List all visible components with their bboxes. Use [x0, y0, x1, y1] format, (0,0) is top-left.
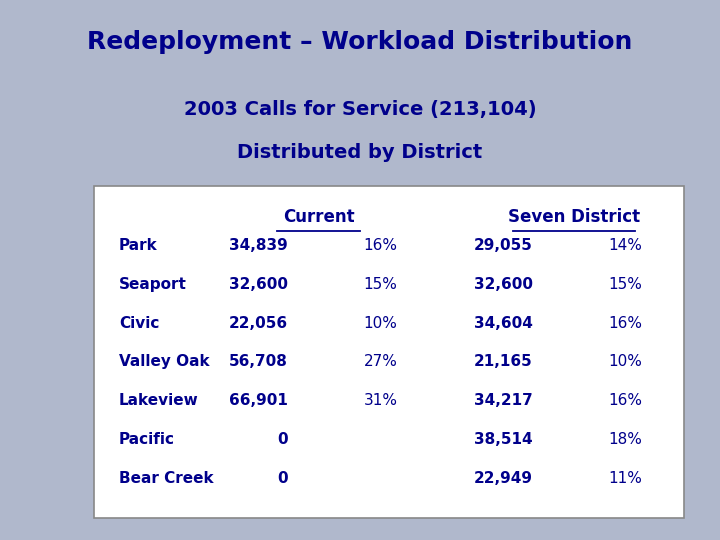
Text: 34,217: 34,217: [474, 394, 533, 408]
Text: 10%: 10%: [364, 315, 397, 330]
Text: 38,514: 38,514: [474, 433, 533, 447]
FancyBboxPatch shape: [94, 186, 684, 518]
Text: Valley Oak: Valley Oak: [119, 354, 210, 369]
Text: 11%: 11%: [608, 471, 642, 487]
Text: 15%: 15%: [364, 276, 397, 292]
Text: 27%: 27%: [364, 354, 397, 369]
Text: 66,901: 66,901: [229, 394, 288, 408]
Text: Lakeview: Lakeview: [119, 394, 199, 408]
Text: Redeployment – Workload Distribution: Redeployment – Workload Distribution: [87, 30, 633, 53]
Text: 32,600: 32,600: [229, 276, 288, 292]
Text: 2003 Calls for Service (213,104): 2003 Calls for Service (213,104): [184, 100, 536, 119]
Text: 0: 0: [277, 471, 288, 487]
Text: 16%: 16%: [608, 394, 642, 408]
Text: 18%: 18%: [608, 433, 642, 447]
Text: Bear Creek: Bear Creek: [119, 471, 213, 487]
Text: 16%: 16%: [364, 238, 397, 253]
Text: 34,604: 34,604: [474, 315, 533, 330]
Text: 22,056: 22,056: [229, 315, 288, 330]
Text: 29,055: 29,055: [474, 238, 533, 253]
Text: Distributed by District: Distributed by District: [238, 143, 482, 162]
Text: Civic: Civic: [119, 315, 159, 330]
Text: Pacific: Pacific: [119, 433, 175, 447]
Text: 31%: 31%: [364, 394, 397, 408]
Text: Seven District: Seven District: [508, 208, 640, 226]
Text: 14%: 14%: [608, 238, 642, 253]
Text: 21,165: 21,165: [474, 354, 533, 369]
Text: 10%: 10%: [608, 354, 642, 369]
Text: Current: Current: [283, 208, 354, 226]
Text: 32,600: 32,600: [474, 276, 533, 292]
Text: Seaport: Seaport: [119, 276, 186, 292]
Text: 56,708: 56,708: [229, 354, 288, 369]
Text: 22,949: 22,949: [474, 471, 533, 487]
Text: 16%: 16%: [608, 315, 642, 330]
Text: Park: Park: [119, 238, 158, 253]
Text: 15%: 15%: [608, 276, 642, 292]
Text: 34,839: 34,839: [229, 238, 288, 253]
Text: 0: 0: [277, 433, 288, 447]
